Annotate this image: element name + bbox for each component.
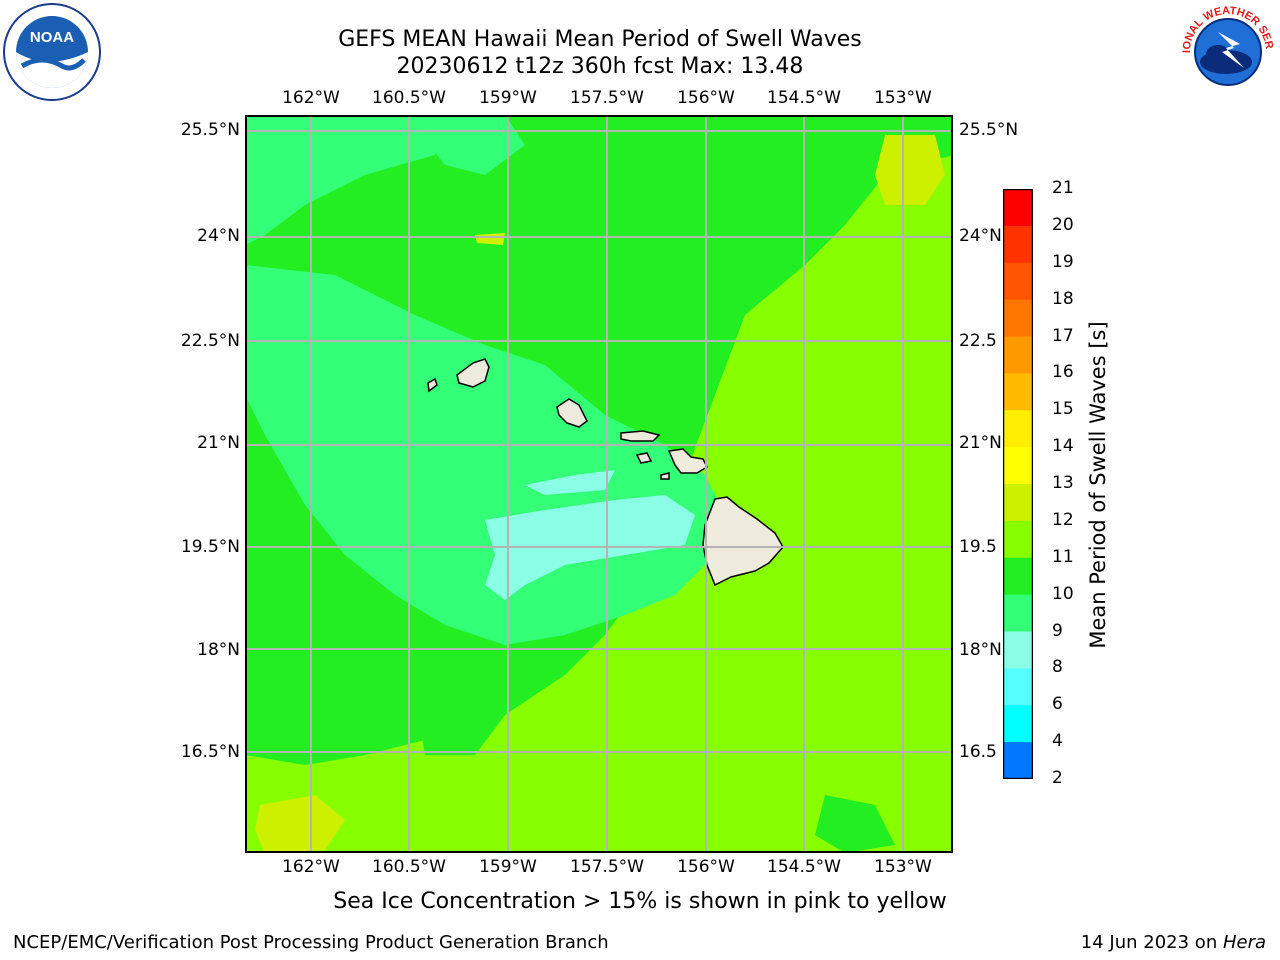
colorbar-swatch	[1003, 520, 1033, 559]
lat-left-label: 16.5°N	[180, 742, 240, 762]
lon-bottom-label: 157.5°W	[570, 857, 644, 877]
swell-period-map	[245, 115, 953, 853]
island-molokai	[620, 430, 661, 442]
lat-left-label: 21°N	[197, 433, 240, 453]
island-lanai	[635, 452, 653, 464]
colorbar-swatch	[1003, 447, 1033, 485]
lon-bottom-label: 154.5°W	[767, 857, 841, 877]
lon-bottom-label: 156°W	[677, 857, 735, 877]
field-13-14	[875, 135, 945, 205]
colorbar-tick-label: 14	[1052, 436, 1074, 457]
colorbar-tick-label: 12	[1052, 509, 1074, 530]
lon-top-label: 162°W	[282, 88, 340, 108]
colorbar-tick-label: 15	[1052, 399, 1074, 420]
colorbar-tick-label: 16	[1052, 362, 1074, 383]
colorbar-swatch	[1003, 373, 1033, 411]
sea-ice-note: Sea Ice Concentration > 15% is shown in …	[333, 889, 947, 914]
colorbar-swatch	[1003, 484, 1033, 522]
gridlines	[245, 115, 953, 853]
lat-right-label: 22.5	[959, 331, 997, 351]
island-oahu	[556, 398, 588, 428]
field-9-10	[525, 470, 615, 495]
colorbar-swatch	[1003, 299, 1033, 338]
colorbar-tick-label: 8	[1052, 657, 1063, 678]
map-subtitle: 20230612 t12z 360h fcst Max: 13.48	[396, 54, 804, 79]
lat-left-label: 25.5°N	[180, 120, 240, 140]
lon-bottom-label: 160.5°W	[372, 857, 446, 877]
lat-right-label: 16.5	[959, 742, 997, 762]
lon-top-label: 156°W	[677, 88, 735, 108]
lat-left-label: 18°N	[197, 640, 240, 660]
field-11-12	[415, 685, 505, 755]
lon-top-label: 159°W	[479, 88, 537, 108]
lon-top-label: 153°W	[874, 88, 932, 108]
colorbar-swatch	[1003, 262, 1033, 301]
lat-right-label: 19.5	[959, 537, 997, 557]
colorbar-swatches	[1002, 188, 1034, 780]
footer-date: 14 Jun 2023 on Hera	[1081, 932, 1266, 953]
colorbar-swatch	[1003, 668, 1033, 706]
noaa-logo-text: NOAA	[30, 29, 74, 46]
colorbar-swatch	[1003, 557, 1033, 596]
colorbar-tick-label: 20	[1052, 214, 1074, 235]
lat-right-label: 25.5°N	[959, 120, 1019, 140]
footer-credit: NCEP/EMC/Verification Post Processing Pr…	[13, 932, 609, 953]
island-kahoolawe	[660, 472, 670, 480]
field-10-11	[245, 115, 445, 245]
field-13-14	[255, 795, 345, 853]
colorbar-swatch	[1003, 631, 1033, 669]
lon-top-label: 154.5°W	[767, 88, 841, 108]
colorbar-title: Mean Period of Swell Waves [s]	[1086, 321, 1110, 649]
colorbar-tick-label: 13	[1052, 473, 1074, 493]
colorbar-tick-label: 9	[1052, 620, 1063, 641]
colorbar-tick-label: 10	[1052, 583, 1074, 604]
lat-left-label: 22.5°N	[180, 331, 240, 351]
colorbar-tick-label: 11	[1052, 546, 1074, 567]
colorbar-tick-label: 18	[1052, 288, 1074, 309]
colorbar-tick-label: 21	[1052, 178, 1074, 198]
colorbar-tick-label: 4	[1052, 731, 1063, 752]
colorbar-tick-label: 2	[1052, 768, 1063, 788]
noaa-logo: NOAA	[3, 3, 101, 101]
island-hawaii	[702, 496, 784, 587]
lon-top-label: 160.5°W	[372, 88, 446, 108]
colorbar-swatch	[1003, 410, 1033, 448]
map-frame	[245, 115, 953, 853]
footer-host: Hera	[1222, 932, 1266, 953]
colorbar-swatch	[1003, 594, 1033, 633]
lon-bottom-label: 159°W	[479, 857, 537, 877]
colorbar	[1002, 188, 1034, 780]
colorbar-tick-label: 19	[1052, 251, 1074, 272]
colorbar-swatch	[1003, 336, 1033, 374]
footer-date-text: 14 Jun 2023 on	[1080, 932, 1223, 953]
lat-left-label: 24°N	[197, 226, 240, 246]
island-niihau	[427, 377, 438, 393]
lat-right-label: 24°N	[959, 226, 1002, 246]
colorbar-tick-label: 6	[1052, 694, 1063, 715]
lon-top-label: 157.5°W	[570, 88, 644, 108]
lat-right-label: 21°N	[959, 433, 1002, 453]
map-title: GEFS MEAN Hawaii Mean Period of Swell Wa…	[338, 27, 862, 52]
colorbar-swatch	[1003, 225, 1033, 264]
island-kauai	[456, 358, 490, 388]
colorbar-swatch	[1003, 705, 1033, 743]
field-11-12	[815, 795, 895, 853]
colorbar-swatch	[1003, 189, 1033, 227]
lon-bottom-label: 162°W	[282, 857, 340, 877]
lat-right-label: 18°N	[959, 640, 1002, 660]
lat-left-label: 19.5°N	[180, 537, 240, 557]
nws-logo: NATIONAL WEATHER SERVICE	[1178, 2, 1276, 100]
colorbar-swatch	[1003, 742, 1033, 780]
colorbar-tick-label: 17	[1052, 325, 1074, 346]
lon-bottom-label: 153°W	[874, 857, 932, 877]
